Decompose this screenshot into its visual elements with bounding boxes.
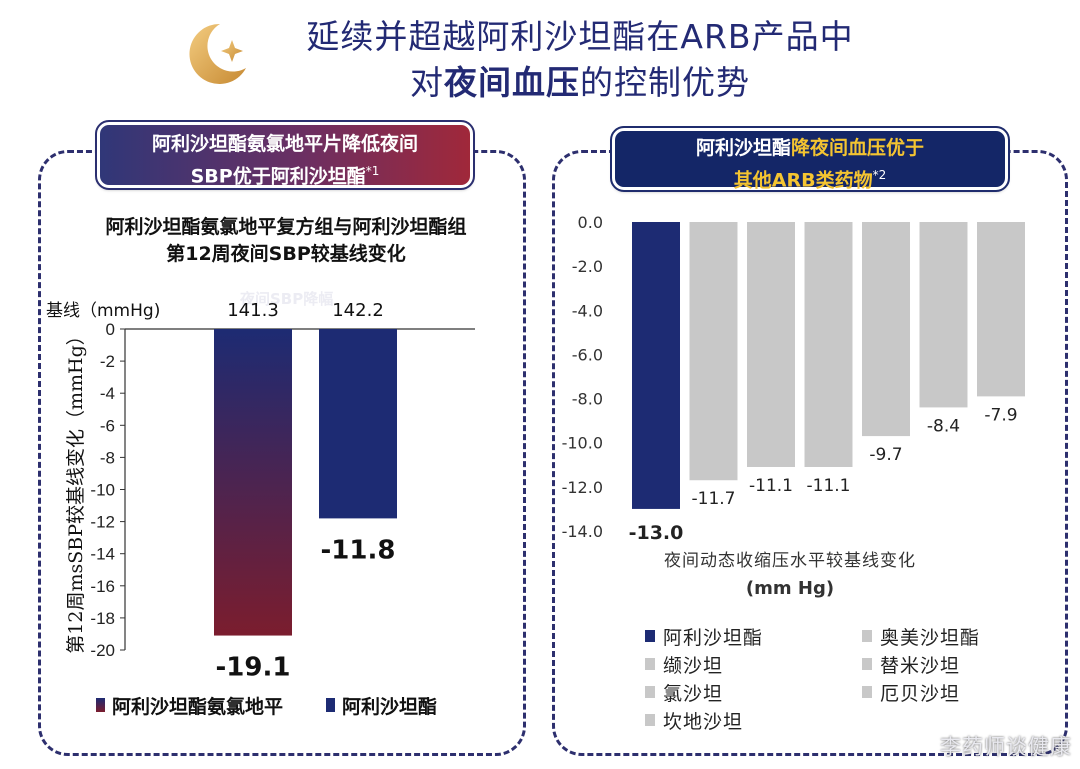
left-tag-line-2: SBP优于阿利沙坦酯*1 [100,158,470,190]
left-bar-1 [214,329,292,636]
left-bar-value-label: -19.1 [216,653,291,683]
right-legend-swatch [645,714,655,726]
right-tag-line-2-text: 其他ARB类药物 [733,169,873,192]
left-legend-label: 阿利沙坦酯氨氯地平 [112,695,283,718]
right-bar-value-label: -9.7 [869,445,902,465]
left-y-axis-label: 第12周msSBP较基线变化（mmHg） [65,326,87,653]
right-legend-label: 厄贝沙坦 [880,683,960,705]
right-bar-5 [862,222,910,437]
left-y-tick-label: -12 [90,513,115,532]
right-bar-3 [747,222,795,467]
left-y-tick-label: -4 [100,384,115,403]
title-pre: 对 [410,63,444,102]
right-bar-value-label: -8.4 [927,416,960,436]
title-bold: 夜间血压 [444,63,580,102]
right-legend-label: 奥美沙坦酯 [880,627,980,649]
right-bar-value-label: -7.9 [984,405,1017,425]
right-legend-label: 缬沙坦 [663,655,723,677]
right-bar-value-label: -13.0 [629,522,684,544]
left-legend-label: 阿利沙坦酯 [342,695,437,718]
left-baseline-value: 141.3 [227,300,279,321]
left-chart-title-line-2: 第12周夜间SBP较基线变化 [166,243,406,265]
right-y-tick-label: -12.0 [562,478,603,497]
left-y-tick-label: 0 [106,320,115,339]
left-tag-line-1: 阿利沙坦酯氨氯地平片降低夜间 [151,133,418,155]
right-y-tick-label: 0.0 [578,213,603,232]
right-legend-label: 替米沙坦 [880,655,960,677]
right-y-tick-label: -10.0 [562,434,603,453]
watermark-text: 李药师谈健康 [940,735,1072,759]
right-y-tick-label: -4.0 [572,301,603,320]
left-tag-line-2-text: SBP优于阿利沙坦酯 [190,165,366,188]
left-faded-label: 夜间SBP降幅 [239,290,333,308]
left-tag-sup: *1 [365,164,380,178]
right-bar-value-label: -11.1 [749,476,793,496]
left-legend-swatch [96,698,105,712]
right-legend-swatch [645,658,655,670]
right-legend-swatch [862,658,872,670]
left-y-tick-label: -20 [90,641,115,660]
left-baseline-value: 142.2 [332,300,384,321]
right-bar-7 [977,222,1025,397]
left-baseline-label: 基线（mmHg) [46,301,160,321]
left-legend-swatch [326,698,335,712]
right-legend-swatch [645,686,655,698]
right-legend-label: 阿利沙坦酯 [663,627,763,649]
left-y-tick-label: -6 [100,416,115,435]
left-bar-2 [319,329,397,519]
right-x-axis-unit: (mm Hg) [746,578,834,599]
title-line-2: 对夜间血压的控制优势 [270,60,890,106]
right-bar-6 [919,222,968,408]
left-y-tick-label: -16 [90,577,115,596]
left-y-tick-label: -8 [100,448,115,467]
left-chart-title: 阿利沙坦酯氨氯地平复方组与阿利沙坦酯组 第12周夜间SBP较基线变化 [56,214,516,268]
left-y-tick-label: -18 [90,609,115,628]
left-panel-tag: 阿利沙坦酯氨氯地平片降低夜间 SBP优于阿利沙坦酯*1 [95,120,475,190]
right-legend-swatch [862,630,872,642]
right-tag-line-2: 其他ARB类药物*2 [615,162,1005,194]
right-y-tick-label: -14.0 [562,522,603,541]
right-legend-swatch [862,686,872,698]
right-tag-line-1a: 阿利沙坦酯 [695,137,791,159]
right-y-tick-label: -8.0 [572,390,603,409]
left-y-tick-label: -2 [100,352,115,371]
left-y-tick-label: -14 [90,545,115,564]
right-legend-swatch [645,630,655,642]
right-tag-line-1b: 降夜间血压优于 [791,137,925,159]
right-x-axis-label: 夜间动态收缩压水平较基线变化 [664,551,916,571]
right-tag-sup: *2 [872,168,887,182]
left-chart-title-line-1: 阿利沙坦酯氨氯地平复方组与阿利沙坦酯组 [105,216,467,238]
right-bar-2 [689,222,738,481]
right-bar-value-label: -11.7 [692,489,736,509]
title-post: 的控制优势 [580,63,750,102]
left-y-tick-label: -10 [90,481,115,500]
page-title: 延续并超越阿利沙坦酯在ARB产品中 对夜间血压的控制优势 [270,14,890,106]
right-bar-1 [632,222,680,509]
moon-star-logo-icon [189,23,246,84]
right-y-tick-label: -6.0 [572,345,603,364]
right-tag-line-1: 阿利沙坦酯降夜间血压优于 [615,135,1005,162]
right-bar-4 [804,222,853,467]
title-line-1: 延续并超越阿利沙坦酯在ARB产品中 [306,17,854,56]
right-bar-value-label: -11.1 [807,476,851,496]
right-y-tick-label: -2.0 [572,257,603,276]
right-legend-label: 氯沙坦 [663,683,723,705]
left-bar-value-label: -11.8 [321,535,396,565]
right-legend-label: 坎地沙坦 [663,711,743,733]
right-panel-tag: 阿利沙坦酯降夜间血压优于 其他ARB类药物*2 [610,126,1010,192]
